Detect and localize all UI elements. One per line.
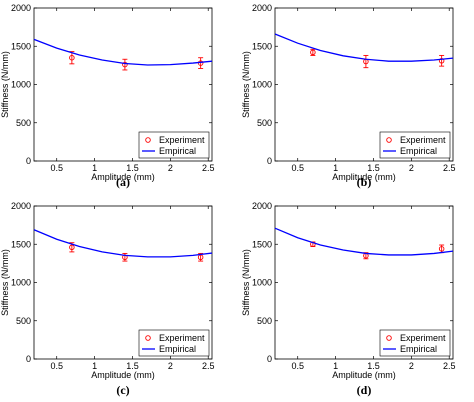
y-tick-label: 2000 <box>252 3 272 13</box>
x-tick-label: 1.5 <box>126 163 139 173</box>
y-tick-label: 0 <box>26 156 31 166</box>
y-tick-label: 0 <box>267 156 272 166</box>
y-axis-label: Stiffness (N/mm) <box>0 249 10 316</box>
legend-empirical-label: Empirical <box>159 344 196 354</box>
y-axis-label: Stiffness (N/mm) <box>0 51 10 118</box>
y-tick-label: 1500 <box>252 239 272 249</box>
empirical-line <box>33 38 213 66</box>
error-bar <box>122 58 128 71</box>
panel-c: 0.5 1 1.5 2 2.5 0 500 1000 1500 2000 Amplitude (mm… <box>0 201 214 397</box>
x-tick-label: 0.5 <box>291 163 304 173</box>
legend-experiment-marker <box>386 137 392 143</box>
error-bar <box>198 57 204 69</box>
legend-experiment-label: Experiment <box>400 135 446 145</box>
legend-box <box>379 131 451 159</box>
panel-caption: (a) <box>116 175 130 189</box>
empirical-line <box>274 227 454 256</box>
legend-experiment-label: Experiment <box>159 135 205 145</box>
y-tick-label: 1000 <box>11 278 31 288</box>
x-tick-label: 1 <box>333 163 338 173</box>
x-tick-label: 0.5 <box>50 361 63 371</box>
experiment-point <box>438 246 445 252</box>
x-tick-label: 1.5 <box>367 163 380 173</box>
x-tick-label: 0.5 <box>291 361 304 371</box>
legend-box <box>138 131 210 159</box>
legend-experiment-marker <box>145 335 151 341</box>
legend-box <box>138 329 210 357</box>
x-tick-label: 2 <box>168 361 173 371</box>
x-tick-label: 2.5 <box>443 163 456 173</box>
panel-caption: (c) <box>116 383 129 397</box>
legend-empirical-label: Empirical <box>159 146 196 156</box>
x-tick-label: 0.5 <box>50 163 63 173</box>
panel-caption: (d) <box>357 383 372 397</box>
legend-empirical-label: Empirical <box>400 344 437 354</box>
legend-empirical-label: Empirical <box>400 146 437 156</box>
y-tick-label: 500 <box>16 118 31 128</box>
x-tick-label: 1 <box>333 361 338 371</box>
experiment-point <box>69 54 75 61</box>
y-axis-label: Stiffness (N/mm) <box>241 51 251 118</box>
y-axis-label: Stiffness (N/mm) <box>241 249 251 316</box>
y-tick-label: 0 <box>26 354 31 364</box>
empirical-line <box>274 33 454 62</box>
y-tick-label: 1000 <box>252 278 272 288</box>
y-tick-label: 1000 <box>252 80 272 90</box>
x-axis-label: Amplitude (mm) <box>91 172 155 182</box>
panel-a: 0.5 1 1.5 2 2.5 0 500 1000 1500 2000 Amplitude (mm… <box>0 3 214 189</box>
x-tick-label: 1.5 <box>367 361 380 371</box>
x-axis-label: Amplitude (mm) <box>332 172 396 182</box>
error-bar <box>363 54 369 69</box>
panel-b: 0.5 1 1.5 2 2.5 0 500 1000 1500 2000 Amplitude (mm… <box>241 3 455 189</box>
legend-experiment-label: Experiment <box>159 333 205 343</box>
error-bar <box>439 54 445 67</box>
y-tick-label: 1000 <box>11 80 31 90</box>
experiment-point <box>69 244 75 251</box>
panel-d: 0.5 1 1.5 2 2.5 0 500 1000 1500 2000 Amplitude (mm… <box>241 201 455 397</box>
x-tick-label: 2.5 <box>443 361 456 371</box>
panel-caption: (b) <box>357 175 372 189</box>
x-axis-label: Amplitude (mm) <box>332 370 396 380</box>
x-tick-label: 1.5 <box>126 361 139 371</box>
y-tick-label: 500 <box>257 316 272 326</box>
x-tick-label: 2.5 <box>202 163 215 173</box>
y-tick-label: 2000 <box>252 201 272 211</box>
y-tick-label: 2000 <box>11 201 31 211</box>
y-tick-label: 500 <box>257 118 272 128</box>
x-tick-label: 2.5 <box>202 361 215 371</box>
y-tick-label: 500 <box>16 316 31 326</box>
x-tick-label: 2 <box>409 361 414 371</box>
x-tick-label: 1 <box>92 163 97 173</box>
legend-experiment-marker <box>145 137 151 143</box>
legend-experiment-marker <box>386 335 392 341</box>
y-tick-label: 2000 <box>11 3 31 13</box>
experiment-point <box>310 49 316 56</box>
experiment-point <box>438 58 445 64</box>
y-tick-label: 1500 <box>252 41 272 51</box>
x-tick-label: 2 <box>409 163 414 173</box>
y-tick-label: 1500 <box>11 41 31 51</box>
y-tick-label: 0 <box>267 354 272 364</box>
x-axis-label: Amplitude (mm) <box>91 370 155 380</box>
x-tick-label: 1 <box>92 361 97 371</box>
experiment-point <box>122 61 128 68</box>
legend-experiment-label: Experiment <box>400 333 446 343</box>
legend-box <box>379 329 451 357</box>
x-tick-label: 2 <box>168 163 173 173</box>
y-tick-label: 1500 <box>11 239 31 249</box>
empirical-line <box>33 229 213 258</box>
